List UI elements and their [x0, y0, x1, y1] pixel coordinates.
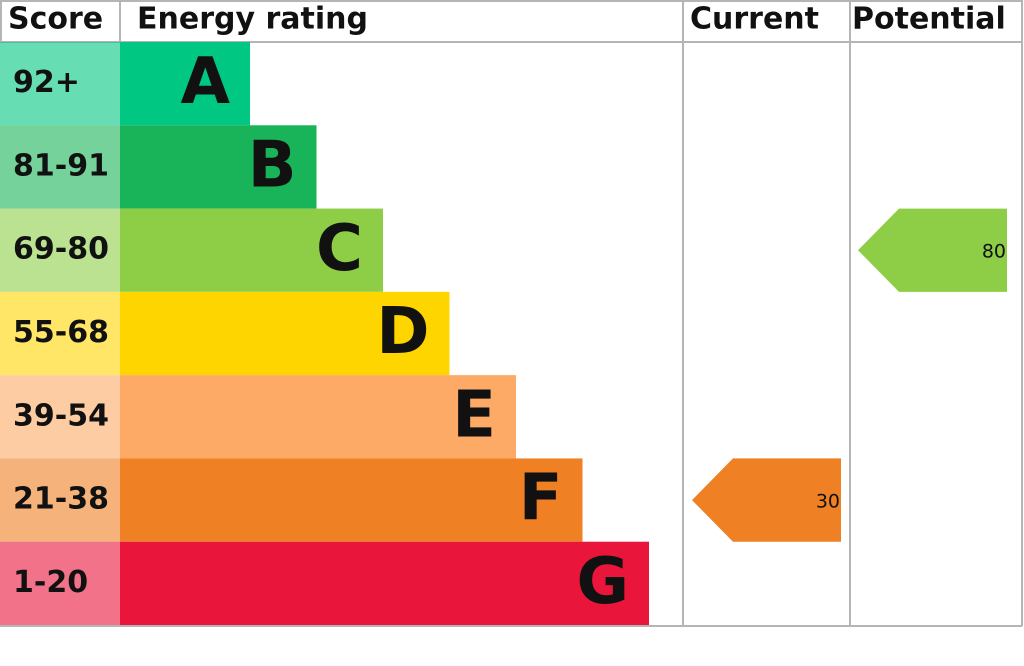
score-range: 81-91: [13, 148, 109, 183]
score-range: 21-38: [13, 482, 109, 517]
current-value: 30: [816, 491, 840, 513]
rating-bar: [120, 458, 583, 542]
score-cell: [0, 375, 120, 459]
rating-letter: D: [376, 295, 429, 369]
score-cell: [0, 291, 120, 376]
score-cell: [0, 458, 120, 542]
rating-bar: [120, 541, 649, 625]
potential-value: 80: [982, 241, 1006, 263]
current-arrow: [692, 458, 841, 542]
score-range: 39-54: [13, 398, 109, 433]
header-score: Score: [8, 2, 103, 37]
score-range: 55-68: [13, 315, 109, 350]
score-cell: [0, 541, 120, 625]
rating-bar: [120, 291, 450, 376]
score-cell: [0, 208, 120, 292]
potential-arrow: [858, 208, 1007, 292]
rating-letter: B: [248, 129, 297, 203]
rating-bar: [120, 208, 383, 292]
rating-letter: C: [316, 212, 363, 286]
rating-letter: G: [576, 545, 629, 619]
header-potential: Potential: [852, 2, 1006, 37]
score-cell: [0, 125, 120, 209]
score-range: 92+: [13, 65, 80, 100]
score-range: 69-80: [13, 232, 109, 267]
rating-bar: [120, 125, 317, 209]
rating-bar: [120, 42, 250, 126]
header-current: Current: [690, 2, 819, 37]
rating-letter: E: [452, 378, 496, 452]
rating-bar: [120, 375, 516, 459]
rating-letter: F: [519, 462, 563, 536]
rating-letter: A: [180, 45, 230, 119]
score-cell: [0, 42, 120, 126]
score-range: 1-20: [13, 565, 88, 600]
header-rating: Energy rating: [137, 2, 368, 37]
